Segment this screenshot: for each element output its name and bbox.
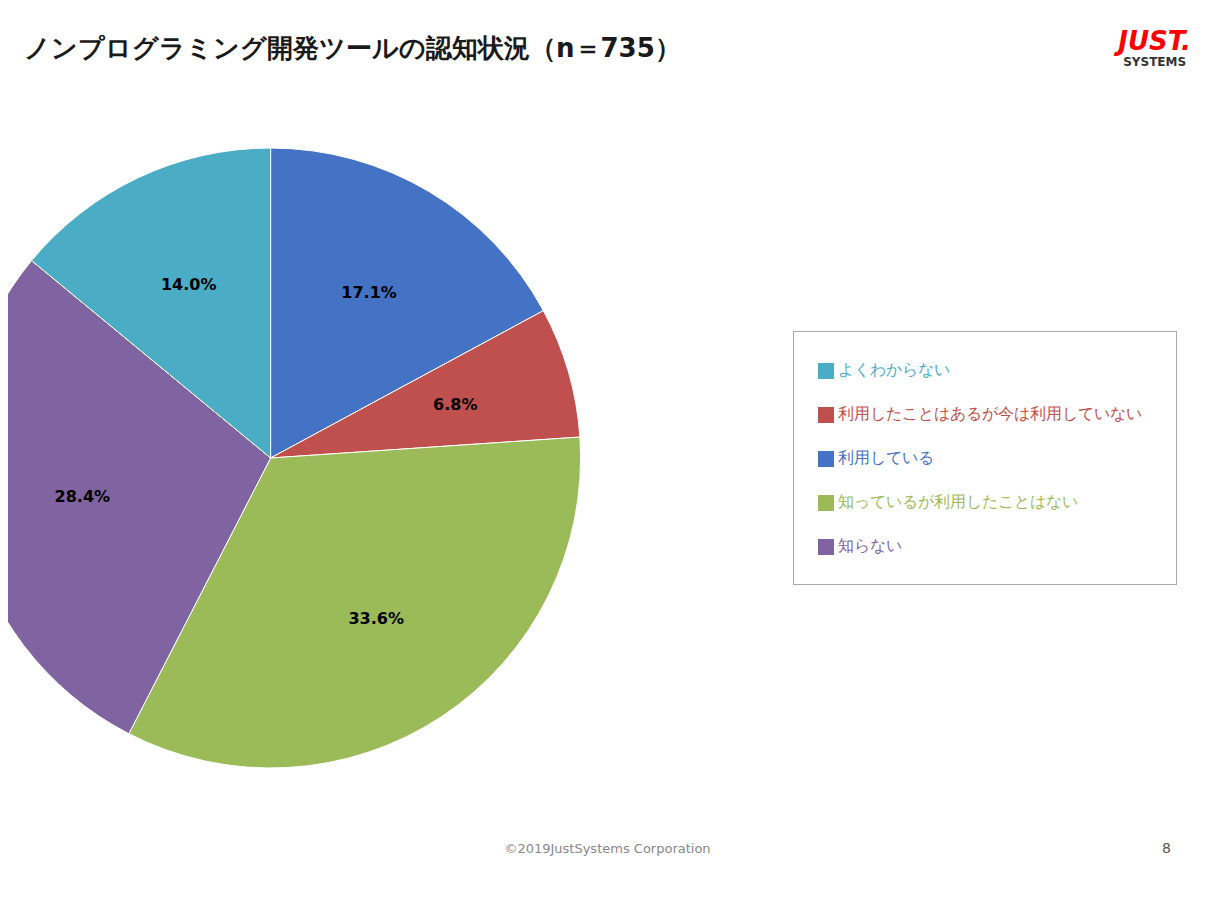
- html-text:知らない: 知らない: [838, 536, 902, 555]
- svg-text:33.6%: 33.6%: [348, 609, 404, 628]
- html-text:ノンプログラミング開発ツールの認知状況（n＝735）: ノンプログラミング開発ツールの認知状況（n＝735）: [24, 32, 681, 63]
- html-text:利用したことはあるが今は利用していない: 利用したことはあるが今は利用していない: [838, 404, 1142, 423]
- html-text:SYSTEMS: SYSTEMS: [1123, 54, 1187, 69]
- html-text:8: 8: [1162, 840, 1171, 856]
- svg-text:6.8%: 6.8%: [433, 395, 477, 414]
- svg-text:17.1%: 17.1%: [341, 283, 397, 302]
- html-text:JUST.: JUST.: [1118, 26, 1191, 57]
- html-text:©2019JustSystems Corporation: ©2019JustSystems Corporation: [504, 840, 711, 856]
- html-text:知っているが利用したことはない: 知っているが利用したことはない: [838, 492, 1078, 511]
- html-text:よくわからない: よくわからない: [838, 360, 950, 379]
- svg-text:28.4%: 28.4%: [55, 487, 111, 506]
- svg-text:14.0%: 14.0%: [161, 275, 217, 294]
- html-text:利用している: 利用している: [838, 448, 934, 467]
